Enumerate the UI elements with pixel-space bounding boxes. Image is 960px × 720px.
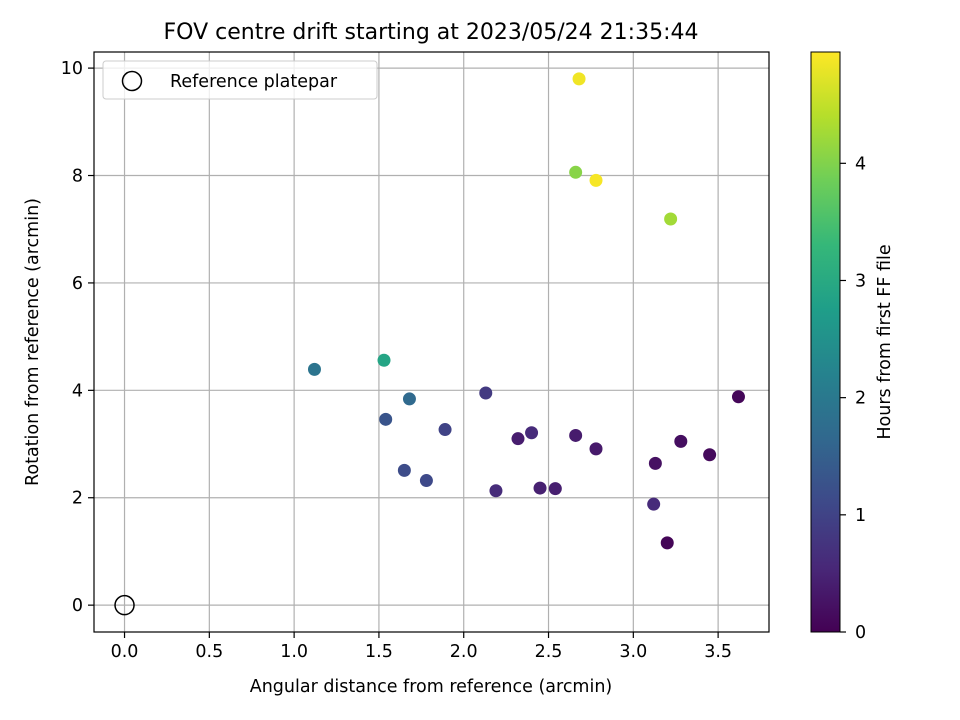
data-point	[419, 474, 433, 488]
data-point	[379, 412, 393, 426]
y-axis-label: Rotation from reference (arcmin)	[23, 198, 43, 486]
colorbar: 0 1 2 3 4 Hours from first FF file	[810, 51, 895, 643]
data-point	[589, 173, 603, 187]
plot-background	[94, 52, 769, 632]
data-point	[731, 390, 745, 404]
colorbar-label: Hours from first FF file	[875, 244, 895, 439]
reference-marker-layer	[114, 594, 135, 616]
grid	[94, 52, 769, 632]
data-point	[307, 362, 321, 376]
y-tick-label: 8	[72, 167, 83, 187]
data-point	[511, 432, 525, 446]
x-axis-ticks: 0.0 0.5 1.0 1.5 2.0 2.5 3.0 3.5	[111, 632, 732, 662]
data-point	[489, 484, 503, 498]
x-tick-label: 0.0	[111, 642, 139, 662]
data-point	[648, 456, 662, 470]
colorbar-tick-label: 2	[855, 389, 866, 409]
data-point	[660, 536, 674, 550]
data-point	[674, 434, 688, 448]
chart-title: FOV centre drift starting at 2023/05/24 …	[164, 20, 699, 45]
colorbar-tick-label: 0	[855, 623, 866, 643]
colorbar-tick-label: 3	[855, 271, 866, 291]
data-point	[438, 423, 452, 437]
x-axis-label: Angular distance from reference (arcmin)	[250, 677, 613, 697]
colorbar-ticks: 0 1 2 3 4	[840, 154, 866, 643]
data-points	[307, 72, 745, 550]
legend-box	[102, 60, 378, 100]
data-point	[533, 481, 547, 495]
legend-marker-open-circle	[121, 70, 143, 92]
reference-platepar-marker	[114, 594, 135, 616]
data-point	[572, 72, 586, 86]
legend: Reference platepar	[102, 60, 378, 100]
data-point	[569, 428, 583, 442]
x-tick-label: 1.5	[365, 642, 393, 662]
colorbar-gradient	[810, 51, 841, 633]
x-tick-label: 2.0	[450, 642, 478, 662]
data-point	[397, 463, 411, 477]
plot-frame	[93, 51, 770, 633]
y-axis-ticks: 0 2 4 6 8 10	[61, 59, 94, 616]
data-point	[548, 482, 562, 496]
x-tick-label: 1.0	[280, 642, 308, 662]
x-tick-label: 3.0	[619, 642, 647, 662]
y-tick-label: 4	[72, 381, 83, 401]
colorbar-tick-label: 1	[855, 506, 866, 526]
y-tick-label: 10	[61, 59, 83, 79]
data-point	[664, 212, 678, 226]
colorbar-tick-label: 4	[855, 154, 866, 174]
x-tick-label: 0.5	[195, 642, 223, 662]
y-tick-label: 6	[72, 274, 83, 294]
data-point	[703, 448, 717, 462]
data-point	[589, 442, 603, 456]
y-tick-label: 2	[72, 489, 83, 509]
y-tick-label: 0	[72, 596, 83, 616]
data-point	[402, 392, 416, 406]
x-tick-label: 2.5	[535, 642, 563, 662]
data-point	[647, 497, 661, 511]
data-point	[525, 426, 539, 440]
data-point	[479, 386, 493, 400]
data-point	[377, 353, 391, 367]
data-point	[569, 165, 583, 179]
plot-area: 0.0 0.5 1.0 1.5 2.0 2.5 3.0 3.5 0 2 4 6 8 10	[61, 51, 770, 662]
legend-label: Reference platepar	[170, 72, 338, 92]
x-tick-label: 3.5	[704, 642, 732, 662]
